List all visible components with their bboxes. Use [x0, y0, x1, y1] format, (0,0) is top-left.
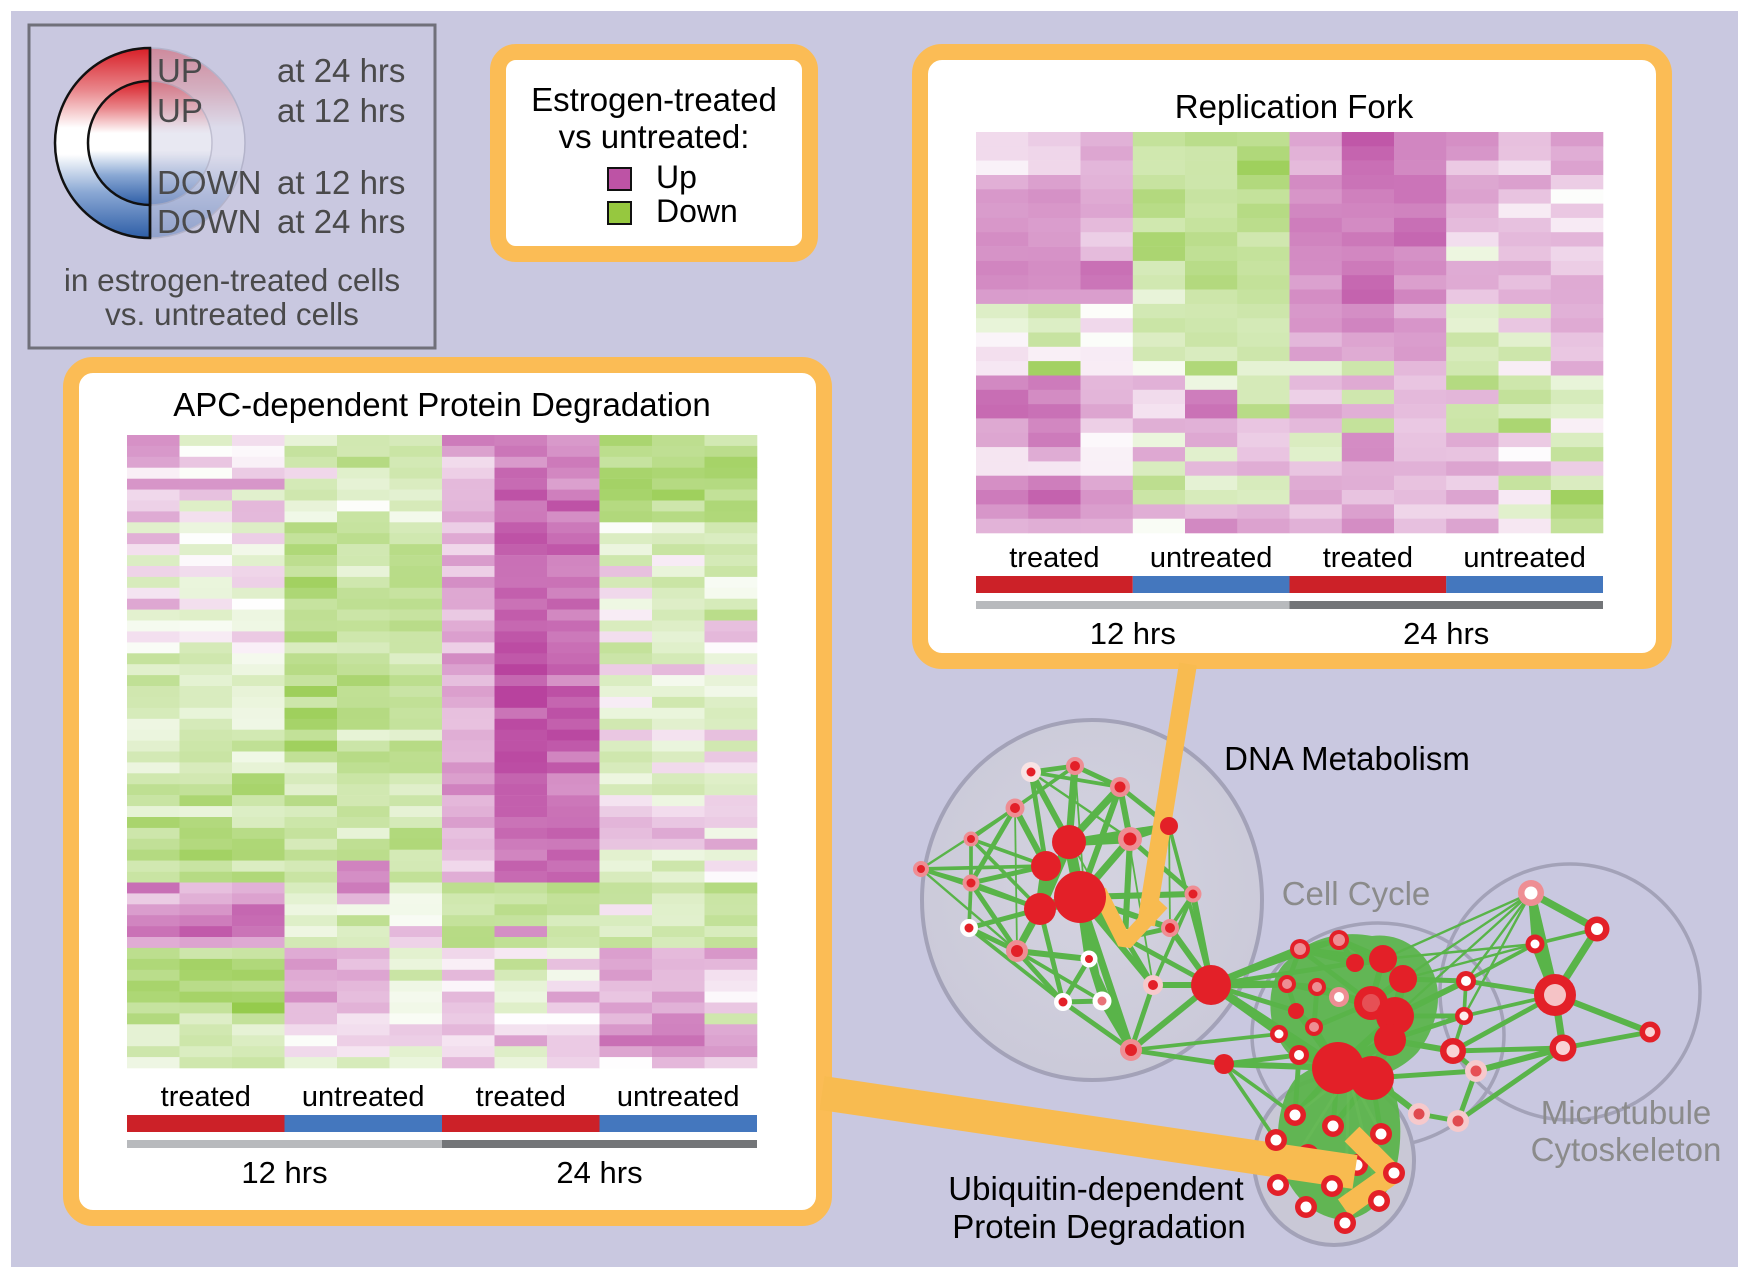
svg-text:treated: treated — [1323, 542, 1413, 574]
svg-text:vs untreated:: vs untreated: — [559, 118, 750, 155]
svg-text:untreated: untreated — [1463, 542, 1586, 574]
svg-text:APC-dependent Protein Degradat: APC-dependent Protein Degradation — [173, 386, 711, 423]
svg-text:Microtubule: Microtubule — [1541, 1094, 1712, 1131]
svg-text:at 12 hrs: at 12 hrs — [277, 164, 405, 201]
svg-text:Down: Down — [656, 193, 738, 229]
svg-text:12 hrs: 12 hrs — [241, 1155, 327, 1190]
svg-text:24 hrs: 24 hrs — [1403, 616, 1489, 651]
svg-text:Up: Up — [656, 159, 697, 195]
svg-text:untreated: untreated — [617, 1081, 740, 1113]
svg-text:DNA Metabolism: DNA Metabolism — [1224, 740, 1470, 777]
svg-text:at 24 hrs: at 24 hrs — [277, 52, 405, 89]
svg-text:treated: treated — [476, 1081, 566, 1113]
svg-text:Replication Fork: Replication Fork — [1175, 88, 1414, 125]
svg-text:treated: treated — [1009, 542, 1099, 574]
svg-text:12 hrs: 12 hrs — [1090, 616, 1176, 651]
svg-text:Protein Degradation: Protein Degradation — [952, 1208, 1246, 1245]
svg-text:Cell Cycle: Cell Cycle — [1282, 875, 1431, 912]
svg-text:at 24 hrs: at 24 hrs — [277, 203, 405, 240]
svg-text:in estrogen-treated cells: in estrogen-treated cells — [64, 262, 400, 298]
svg-text:untreated: untreated — [1150, 542, 1273, 574]
svg-text:UP: UP — [157, 52, 203, 89]
svg-text:untreated: untreated — [302, 1081, 425, 1113]
svg-text:UP: UP — [157, 92, 203, 129]
svg-text:at 12 hrs: at 12 hrs — [277, 92, 405, 129]
svg-text:DOWN: DOWN — [157, 164, 261, 201]
svg-text:Ubiquitin-dependent: Ubiquitin-dependent — [948, 1170, 1243, 1207]
svg-text:DOWN: DOWN — [157, 203, 261, 240]
svg-text:treated: treated — [161, 1081, 251, 1113]
svg-text:vs. untreated cells: vs. untreated cells — [105, 296, 359, 332]
svg-text:24 hrs: 24 hrs — [556, 1155, 642, 1190]
svg-text:Cytoskeleton: Cytoskeleton — [1531, 1131, 1722, 1168]
svg-text:Estrogen-treated: Estrogen-treated — [531, 81, 777, 118]
